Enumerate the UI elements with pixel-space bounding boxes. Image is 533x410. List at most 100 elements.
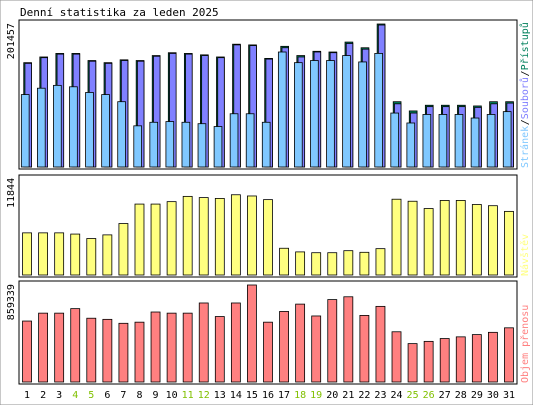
- x-tick-label-13: 13: [214, 390, 226, 401]
- bar-kb-10: [166, 312, 177, 383]
- bar-visits-14: [230, 194, 241, 276]
- bar-visits-3: [54, 232, 65, 276]
- bar-kb-30: [488, 331, 498, 383]
- bar-hits-pages-28: [454, 114, 464, 168]
- x-tick-label-11: 11: [182, 390, 194, 401]
- bar-kb-21: [343, 296, 354, 383]
- bar-hits-pages-16: [261, 121, 271, 168]
- bar-visits-9: [150, 203, 161, 276]
- x-tick-label-19: 19: [310, 390, 322, 401]
- legend-item-hits-1: Souborů: [519, 77, 531, 119]
- x-tick-label-29: 29: [471, 390, 483, 401]
- bar-visits-22: [359, 251, 370, 276]
- bar-visits-27: [439, 200, 450, 276]
- bar-kb-7: [118, 322, 129, 383]
- bar-visits-19: [311, 252, 322, 276]
- legend-separator-hits-1: /: [520, 70, 531, 76]
- legend-item-visits-0: Návštěv: [519, 234, 531, 276]
- x-tick-label-18: 18: [294, 390, 306, 401]
- bar-kb-22: [359, 315, 370, 383]
- bar-kb-4: [70, 308, 81, 383]
- bar-hits-pages-12: [197, 123, 207, 168]
- bar-hits-pages-27: [438, 114, 448, 168]
- x-tick-label-14: 14: [230, 390, 242, 401]
- bar-hits-pages-5: [85, 92, 94, 168]
- panel-visits: 11844 Návštěv: [6, 174, 531, 278]
- x-tick-label-3: 3: [56, 390, 62, 401]
- x-tick-label-20: 20: [326, 390, 338, 401]
- bar-hits-pages-10: [165, 121, 175, 168]
- bar-visits-24: [391, 198, 402, 276]
- bar-hits-pages-31: [502, 111, 512, 168]
- bar-kb-26: [423, 340, 434, 383]
- x-tick-label-23: 23: [374, 390, 386, 401]
- chart-panels: 201457Stránek/Souborů/Přístupů11844Návšt…: [6, 19, 531, 385]
- bar-hits-pages-8: [133, 125, 142, 168]
- bar-hits-pages-6: [101, 94, 110, 168]
- bar-kb-3: [54, 312, 65, 383]
- ymax-label-kb: 859339: [6, 284, 17, 320]
- bar-kb-6: [102, 318, 113, 383]
- bar-hits-pages-19: [310, 60, 319, 168]
- bar-hits-pages-11: [181, 121, 191, 168]
- bar-hits-pages-9: [149, 121, 159, 168]
- x-tick-label-26: 26: [423, 390, 435, 401]
- bar-kb-9: [150, 311, 161, 383]
- bar-hits-pages-29: [470, 117, 480, 168]
- legend-item-kb-0: Objem přenosu: [519, 305, 531, 383]
- x-tick-label-16: 16: [262, 390, 274, 401]
- bar-visits-2: [38, 232, 48, 276]
- bar-visits-6: [102, 234, 113, 276]
- ymax-label-visits: 11844: [6, 178, 17, 208]
- bar-visits-20: [327, 252, 338, 276]
- bar-visits-13: [214, 198, 225, 276]
- legend-item-hits-2: Přístupů: [519, 22, 531, 70]
- bar-kb-11: [182, 312, 193, 383]
- bar-kb-15: [247, 284, 257, 383]
- bar-visits-10: [166, 201, 177, 276]
- bar-kb-17: [279, 311, 289, 383]
- x-tick-label-12: 12: [198, 390, 210, 401]
- ymax-label-hits: 201457: [6, 23, 17, 59]
- bar-kb-19: [311, 315, 322, 383]
- bar-kb-29: [471, 334, 482, 383]
- bar-hits-pages-13: [213, 126, 223, 168]
- x-tick-label-22: 22: [358, 390, 370, 401]
- x-tick-label-25: 25: [407, 390, 419, 401]
- bar-visits-15: [247, 195, 257, 276]
- x-tick-label-17: 17: [278, 390, 290, 401]
- bar-visits-7: [118, 223, 129, 276]
- bar-visits-31: [504, 210, 514, 276]
- bar-hits-pages-30: [486, 114, 496, 168]
- bar-hits-pages-4: [69, 86, 78, 168]
- legend-separator-hits-0: /: [520, 119, 531, 125]
- bar-visits-23: [375, 248, 386, 276]
- bar-visits-17: [279, 247, 289, 276]
- bar-visits-21: [343, 250, 354, 276]
- bar-visits-4: [70, 233, 81, 276]
- x-axis-labels: 1 2 3 4 5 6 7 8 9 10 11 12 13 14 15 16 17 18 19 20 21 22 23 24 2…: [24, 390, 515, 401]
- bar-visits-12: [198, 197, 209, 276]
- bar-kb-13: [214, 316, 225, 383]
- bar-hits-pages-17: [277, 51, 287, 168]
- x-tick-label-5: 5: [88, 390, 94, 401]
- bar-kb-28: [455, 336, 466, 383]
- bar-kb-27: [439, 338, 450, 383]
- legend-item-hits-0: Stránek: [519, 126, 531, 168]
- x-tick-label-21: 21: [342, 390, 354, 401]
- x-tick-label-30: 30: [487, 390, 499, 401]
- bar-kb-1: [22, 320, 32, 383]
- bar-hits-pages-7: [117, 101, 126, 168]
- bar-kb-25: [407, 343, 418, 383]
- legend-visits: Návštěv: [519, 234, 531, 276]
- x-tick-label-27: 27: [439, 390, 451, 401]
- x-tick-label-1: 1: [24, 390, 30, 401]
- x-tick-label-7: 7: [120, 390, 126, 401]
- bar-visits-18: [295, 251, 306, 276]
- bar-hits-pages-2: [36, 87, 46, 168]
- bar-hits-pages-1: [20, 94, 30, 168]
- chart-title: Denní statistika za leden 2025: [20, 6, 219, 19]
- x-tick-label-10: 10: [166, 390, 178, 401]
- x-tick-label-15: 15: [246, 390, 258, 401]
